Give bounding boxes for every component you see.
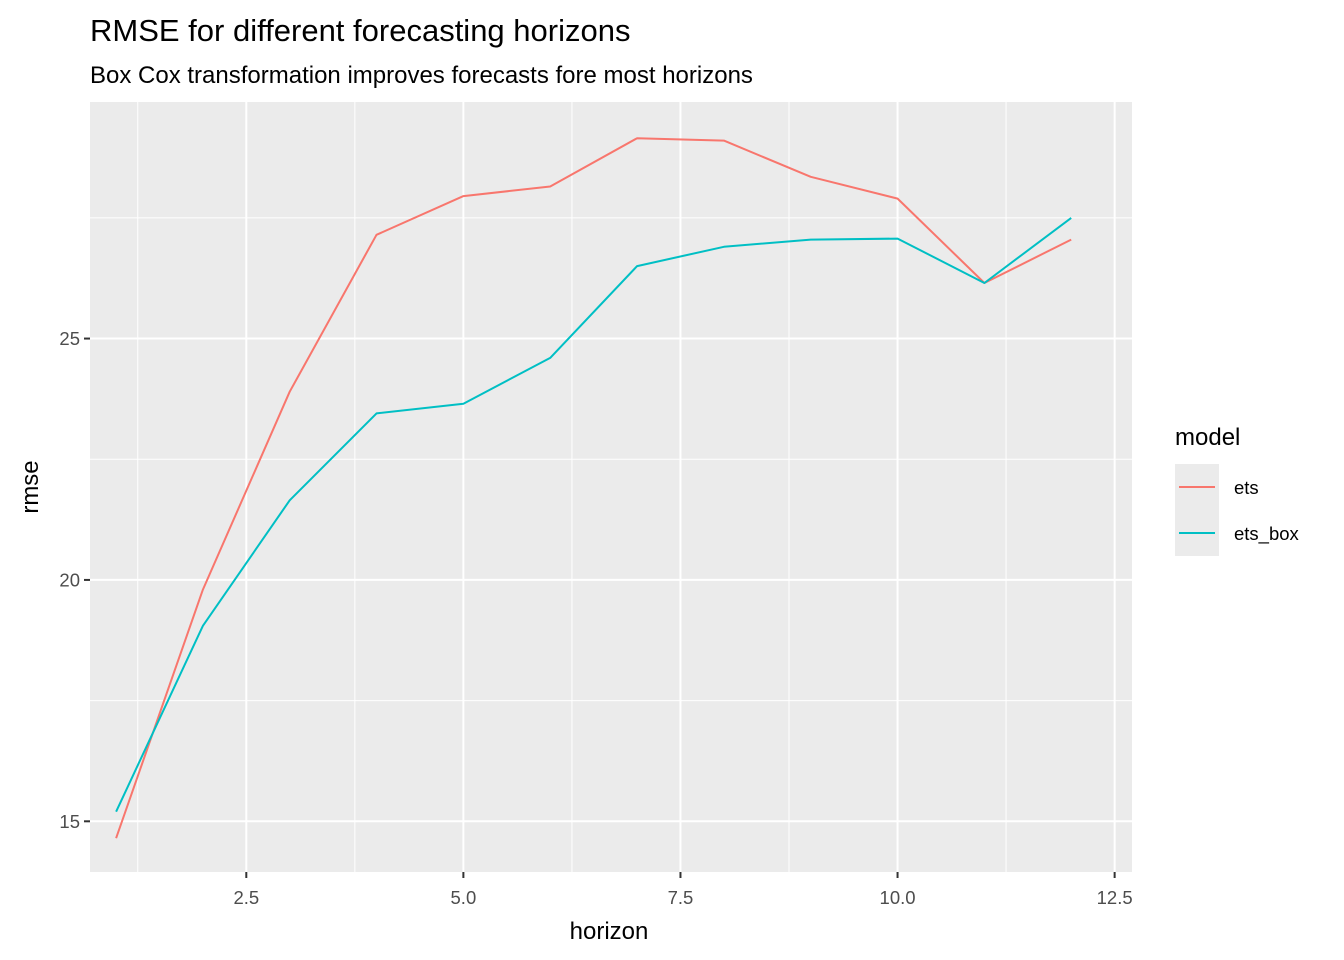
y-axis-title: rmse [17,460,44,513]
legend-label-ets-box: ets_box [1234,523,1300,545]
y-axis: 15 20 25 [59,328,90,832]
legend-title: model [1175,424,1240,451]
chart-subtitle: Box Cox transformation improves forecast… [90,62,753,89]
x-axis: 2.5 5.0 7.5 10.0 12.5 [233,872,1133,908]
y-tick-label: 15 [59,811,80,832]
series-lines [115,137,1072,839]
legend: model ets ets_box [1175,424,1300,556]
minor-gridlines [90,102,1132,872]
x-tick-label: 12.5 [1097,887,1133,908]
series-line-ets-box [115,217,1072,813]
legend-label-ets: ets [1234,477,1259,498]
major-gridlines [90,102,1132,872]
x-tick-label: 5.0 [451,887,477,908]
x-tick-label: 10.0 [880,887,916,908]
x-axis-title: horizon [570,918,649,945]
x-tick-label: 7.5 [668,887,694,908]
chart-title: RMSE for different forecasting horizons [90,13,630,48]
series-line-ets [115,137,1072,839]
plot-panel [90,102,1132,872]
y-tick-label: 25 [59,328,80,349]
x-tick-label: 2.5 [233,887,259,908]
y-tick-label: 20 [59,569,80,590]
